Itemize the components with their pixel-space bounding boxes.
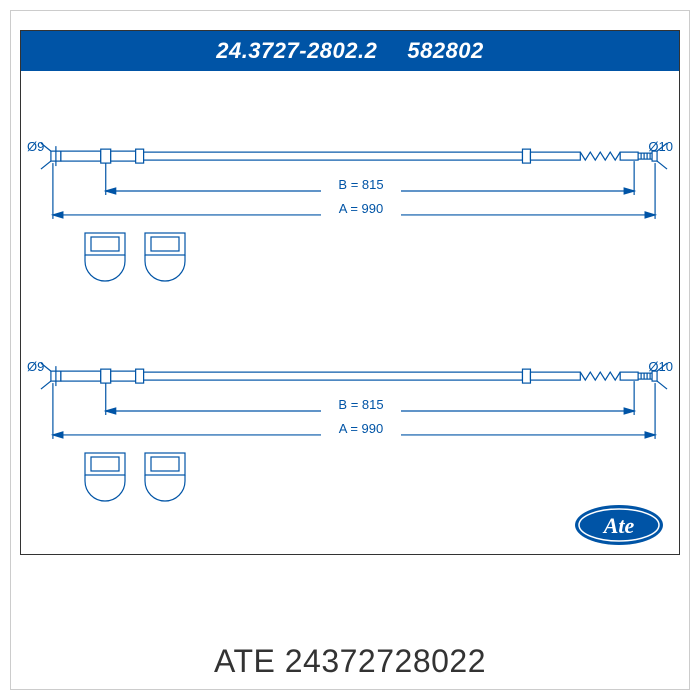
svg-text:Ate: Ate	[602, 513, 635, 538]
dim-A-1: A = 990	[321, 201, 401, 216]
footer-sku: 24372728022	[285, 643, 486, 679]
part-number-primary: 24.3727-2802.2	[216, 38, 377, 64]
part-number-secondary: 582802	[407, 38, 483, 64]
dim-B-2: B = 815	[321, 397, 401, 412]
clips-2	[81, 451, 201, 506]
footer-caption: ATE 24372728022	[0, 643, 700, 680]
cable-assembly-1: Ø9 Ø10	[21, 91, 679, 291]
clips-1	[81, 231, 201, 286]
diagram-container: 24.3727-2802.2 582802 Ø9 Ø10	[20, 30, 680, 555]
header-bar: 24.3727-2802.2 582802	[21, 31, 679, 71]
brand-logo: Ate	[574, 504, 664, 546]
cable-assembly-2: Ø9 Ø10	[21, 311, 679, 511]
dim-A-2: A = 990	[321, 421, 401, 436]
footer-brand: ATE	[214, 643, 275, 679]
dim-B-1: B = 815	[321, 177, 401, 192]
